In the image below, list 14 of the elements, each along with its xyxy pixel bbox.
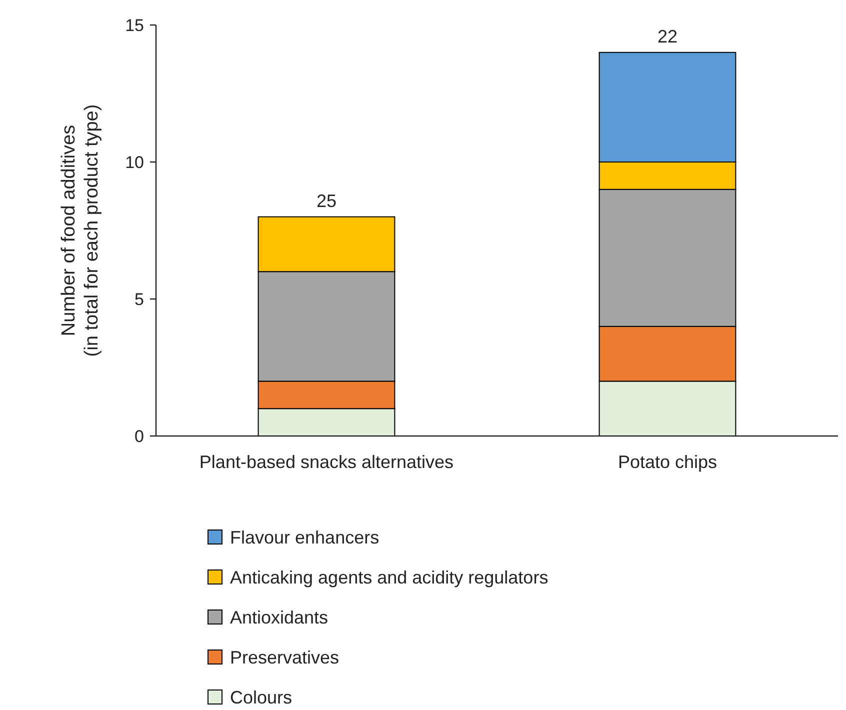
legend-label: Colours <box>230 687 292 708</box>
legend-label: Flavour enhancers <box>230 527 380 548</box>
y-tick-label: 15 <box>125 16 144 35</box>
annotation: 25 <box>316 190 337 211</box>
y-tick-label: 0 <box>134 426 144 446</box>
legend-label: Anticaking agents and acidity regulators <box>230 567 548 588</box>
y-tick-label: 5 <box>134 290 144 309</box>
y-tick-label: 10 <box>125 152 144 172</box>
legend-label: Preservatives <box>230 647 340 668</box>
x-tick-label: Plant-based snacks alternatives <box>199 452 454 472</box>
annotation: 22 <box>657 26 678 46</box>
x-tick-label: Potato chips <box>618 452 718 472</box>
y-axis-title: Number of food additives (in total for each product type) <box>58 104 102 357</box>
legend-label: Antioxidants <box>230 607 328 628</box>
